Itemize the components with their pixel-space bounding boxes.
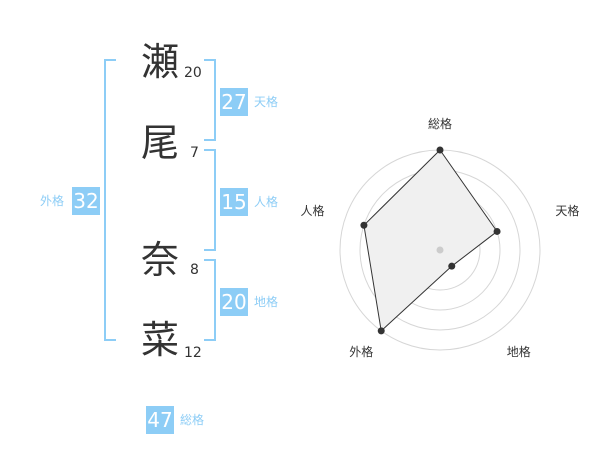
radar-axis-label: 総格 — [428, 116, 452, 131]
radar-axis-label: 外格 — [349, 344, 373, 359]
radar-area — [363, 149, 498, 332]
radar-point — [377, 327, 385, 335]
chikaku-bracket — [204, 259, 216, 341]
radar-point — [360, 221, 368, 229]
jinkaku-label: 人格 — [254, 195, 279, 209]
stroke-count: 12 — [184, 345, 202, 361]
stroke-count: 8 — [190, 262, 199, 278]
stroke-count: 20 — [184, 65, 202, 81]
gaikaku-label: 外格 — [40, 194, 65, 208]
radar-axis-label: 天格 — [555, 203, 579, 218]
name-char: 奈 — [140, 238, 179, 282]
chikaku-value: 20 — [220, 288, 248, 316]
stroke-count: 7 — [190, 145, 199, 161]
radar-axis-label: 人格 — [301, 203, 325, 218]
jinkaku-bracket — [204, 149, 216, 251]
radar-point — [448, 262, 456, 270]
soukaku-label: 総格 — [180, 413, 205, 427]
radar-center — [436, 246, 444, 254]
tenkaku-value: 27 — [220, 88, 248, 116]
radar-point — [436, 146, 444, 154]
radar-axis-label: 地格 — [507, 344, 531, 359]
soukaku-value: 47 — [146, 406, 174, 434]
radar-point — [493, 227, 501, 235]
chikaku-label: 地格 — [254, 295, 279, 309]
name-char: 尾 — [140, 121, 179, 165]
gaikaku-bracket — [104, 59, 116, 341]
name-char: 瀬 — [140, 40, 179, 84]
tenkaku-bracket — [204, 59, 216, 141]
name-char: 菜 — [140, 318, 179, 362]
jinkaku-value: 15 — [220, 188, 248, 216]
gaikaku-value: 32 — [72, 187, 100, 215]
tenkaku-label: 天格 — [254, 95, 279, 109]
